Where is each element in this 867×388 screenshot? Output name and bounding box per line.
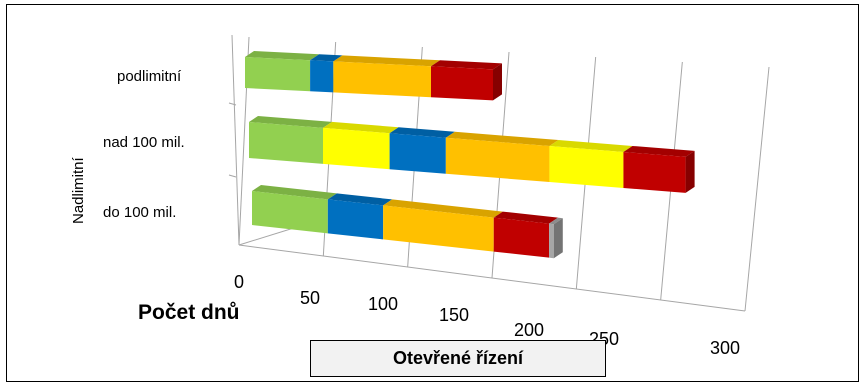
x-axis-line [238, 244, 746, 312]
bar-2-segment-1-front [310, 60, 334, 93]
bar-2-segment-0-top [245, 51, 320, 61]
chart-caption: Otevřené řízení [310, 340, 606, 377]
chart-frame: podlimitní nad 100 mil. do 100 mil. Nadl… [6, 4, 859, 382]
y-tick-0 [228, 102, 237, 106]
bar-1-segment-3-top [445, 131, 559, 147]
bar-0-segment-3-front [493, 217, 550, 258]
y-axis-line [231, 34, 240, 246]
bar-2-segment-3-top [431, 60, 502, 70]
labels: podlimitní nad 100 mil. do 100 mil. Nadl… [70, 68, 240, 324]
bar-1-segment-1-front [323, 127, 390, 170]
bar-0-segment-4-front [549, 223, 554, 259]
bar-1-segment-0-top [249, 116, 332, 128]
bar-1-end-cap [685, 150, 695, 193]
x-axis-title: Počet dnů [138, 301, 240, 324]
bars [245, 51, 695, 259]
bar-0-segment-2-top [383, 199, 503, 218]
bar-2-segment-1-top [310, 54, 343, 62]
category-label-nad-100-mil: nad 100 mil. [103, 134, 185, 151]
bar-1-segment-4-top [549, 140, 633, 152]
bar-1-segment-3-front [445, 137, 550, 183]
bar-0-segment-2-front [383, 205, 494, 252]
bar-0-segment-1-top [327, 193, 393, 206]
x-tick-label-300: 300 [710, 338, 740, 358]
bar-0-segment-1-front [327, 199, 384, 240]
bar-2-segment-3-front [431, 66, 493, 101]
bar-1-segment-2-top [389, 127, 455, 138]
bar-0-segment-3-top [493, 211, 559, 224]
bar-2-segment-0-front [245, 57, 311, 92]
bar-2-end-cap [493, 63, 502, 101]
caption-text: Otevřené řízení [392, 348, 524, 368]
bar-1-segment-0-front [249, 122, 323, 164]
bar-1-segment-1-top [323, 121, 399, 134]
bar-1-segment-4-front [549, 146, 624, 188]
bar-1-segment-5-front [623, 151, 686, 193]
x-tick-label-50: 50 [300, 288, 320, 308]
bar-0-segment-0-front [252, 191, 328, 234]
grid-line-6 [744, 66, 770, 312]
x-tick-label-150: 150 [439, 305, 469, 325]
bar-0-end-cap [553, 218, 563, 259]
chart-plot: podlimitní nad 100 mil. do 100 mil. Nadl… [70, 34, 770, 358]
bar-1-segment-5-top [623, 145, 695, 157]
bar-1-segment-2-front [389, 133, 446, 174]
x-tick-label-100: 100 [368, 294, 398, 314]
category-label-do-100-mil: do 100 mil. [103, 204, 176, 221]
bar-2-segment-2-top [333, 55, 440, 67]
category-label-podlimitni: podlimitní [117, 68, 182, 85]
bar-2-segment-2-front [333, 61, 431, 98]
bar-0-segment-4-top [549, 217, 563, 225]
y-tick-1 [228, 174, 237, 178]
group-label-nadlimitni: Nadlimitní [70, 156, 87, 224]
x-tick-label-0: 0 [234, 272, 244, 292]
bar-0-segment-0-top [252, 185, 337, 200]
floor-edge [238, 226, 298, 246]
x-tick-label-200: 200 [514, 320, 544, 340]
